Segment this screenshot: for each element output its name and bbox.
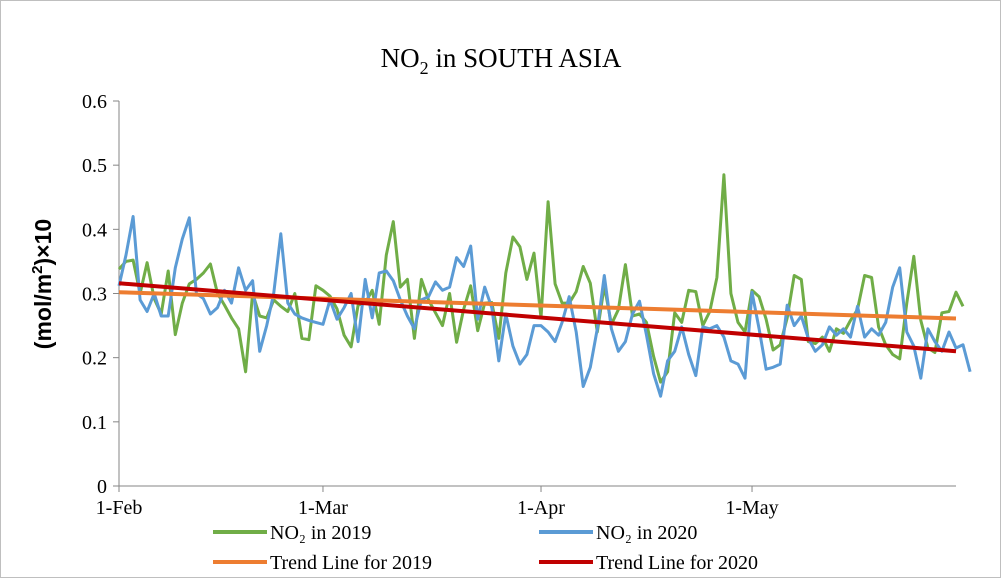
chart-title: NO2 in SOUTH ASIA <box>381 43 622 78</box>
legend-2020-label: NO₂ in 2020 <box>596 522 697 544</box>
legend-2019: NO₂ in 2019 <box>213 522 371 544</box>
axes: 0 0.1 0.2 0.3 0.4 0.5 0.6 1-Feb 1-Mar 1-Apr 1-May <box>82 91 956 519</box>
trend-line-2020 <box>118 281 957 354</box>
chart-title-main: NO <box>381 43 420 73</box>
chart-title-rest: in SOUTH ASIA <box>429 43 622 73</box>
series-line-2020 <box>117 215 972 398</box>
legend-2020: NO₂ in 2020 <box>539 522 697 544</box>
y-axis-label-pre: (mol/m <box>30 274 56 349</box>
legend-trend-2019-label: Trend Line for 2019 <box>270 552 432 574</box>
y-tick-label: 0.3 <box>82 284 107 306</box>
legend-trend-2020: Trend Line for 2020 <box>539 552 758 574</box>
series-line-2019 <box>117 173 965 384</box>
y-tick-label: 0 <box>97 476 107 498</box>
y-tick-label: 0.6 <box>82 91 107 113</box>
y-tick-label: 0.5 <box>82 155 107 177</box>
x-tick-label: 1-Feb <box>96 497 143 519</box>
x-tick-label: 1-May <box>725 497 778 519</box>
y-tick-label: 0.1 <box>82 412 107 434</box>
x-tick-label: 1-Mar <box>298 497 348 519</box>
legend-2019-label: NO₂ in 2019 <box>270 522 371 544</box>
series-layer <box>117 173 972 398</box>
y-tick-label: 0.4 <box>82 219 107 241</box>
legend-trend-2019: Trend Line for 2019 <box>213 552 432 574</box>
chart-title-sub: 2 <box>420 58 429 78</box>
y-axis-label-post: )×10 <box>30 219 56 266</box>
y-axis-label: (mol/m2)×10 <box>29 219 56 349</box>
legend: NO₂ in 2019 NO₂ in 2020 Trend Line for 201… <box>213 522 758 574</box>
y-axis-label-sup: 2 <box>29 265 46 273</box>
y-tick-label: 0.2 <box>82 348 107 370</box>
x-tick-label: 1-Apr <box>517 497 565 519</box>
trend-line-2019 <box>118 290 957 321</box>
legend-trend-2020-label: Trend Line for 2020 <box>596 552 758 574</box>
